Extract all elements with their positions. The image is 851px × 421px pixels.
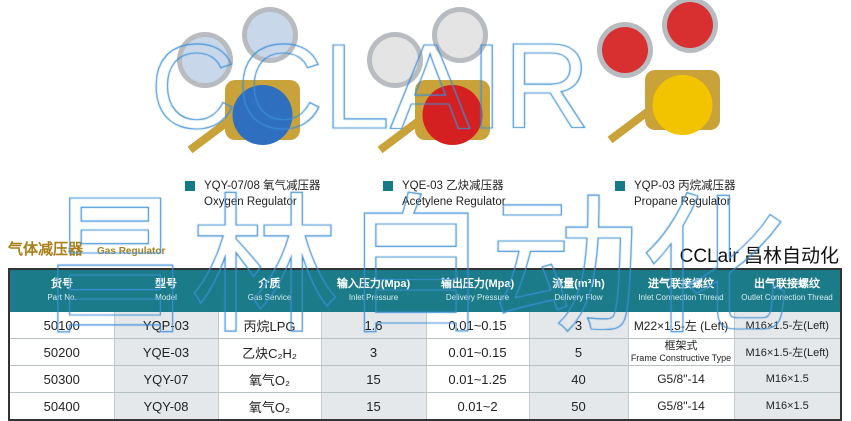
bullet-icon (185, 181, 195, 191)
column-header: 进气联接螺纹 Inlet Connection Thread (628, 269, 734, 312)
column-header: 货号 Part No. (9, 269, 114, 312)
table-cell: YQE-03 (114, 338, 219, 366)
table-cell: M16×1.5-左(Left) (734, 312, 842, 339)
regulator-knob (422, 85, 483, 145)
column-header: 输出压力(Mpa) Delivery Pressure (426, 269, 529, 312)
table-row: 50200 YQE-03 乙炔C₂H₂ 3 0.01~0.15 5 框架式 Frame Con… (9, 338, 842, 366)
table-row: 50300 YQY-07 氧气O₂ 15 0.01~1.25 40 G5/8"-14 M16×… (9, 365, 842, 393)
table-cell: YQY-08 (114, 392, 219, 421)
gauge-face (667, 2, 713, 48)
gauge-face (372, 37, 418, 83)
table-cell: 1.6 (321, 312, 427, 339)
table-cell: 50200 (9, 338, 115, 366)
table-cell: 15 (321, 392, 427, 421)
column-header: 型号 Model (114, 269, 218, 312)
inlet-fitting (607, 106, 653, 144)
table-cell: 0.01~1.25 (426, 365, 530, 393)
table-cell: 50400 (9, 392, 115, 421)
gauge-face (437, 12, 483, 58)
caption-propane: YQP-03 丙烷减压器 Propane Regulator (615, 178, 736, 210)
bullet-icon (383, 181, 393, 191)
caption-oxygen: YQY-07/08 氧气减压器 Oxygen Regulator (185, 178, 321, 210)
table-cell: G5/8"-14 (628, 392, 735, 421)
gauge-face (602, 27, 648, 73)
table-cell: 框架式 Frame Constructive Type (628, 338, 735, 366)
table-cell: 3 (321, 338, 427, 366)
column-header: 输入压力(Mpa) Inlet Pressure (321, 269, 426, 312)
table-cell: M16×1.5 (734, 365, 842, 393)
table-cell: 氧气O₂ (218, 392, 322, 421)
table-cell: M22×1.5-左 (Left) (628, 312, 735, 339)
table-cell: 氧气O₂ (218, 365, 322, 393)
table-cell: YQY-07 (114, 365, 219, 393)
table-cell: M16×1.5-左(Left) (734, 338, 842, 366)
table-header: 货号 Part No. 型号 Model 介质 Gas Service 输入压力(Mpa) I… (9, 269, 841, 312)
inlet-fitting (187, 116, 233, 154)
table-cell: M16×1.5 (734, 392, 842, 421)
bullet-icon (615, 181, 625, 191)
table-cell: 50 (529, 392, 629, 421)
regulator-images (177, 0, 720, 154)
table-cell: 50100 (9, 312, 115, 339)
table-cell: 乙炔C₂H₂ (218, 338, 322, 366)
table-cell: 50300 (9, 365, 115, 393)
table-row: 50100 YQP-03 丙烷LPG 1.6 0.01~0.15 3 M22×1.5-左 (… (9, 312, 842, 339)
column-header: 介质 Gas Service (218, 269, 321, 312)
table-cell: 5 (529, 338, 629, 366)
caption-acetylene: YQE-03 乙炔减压器 Acetylene Regulator (383, 178, 506, 210)
table-cell: 40 (529, 365, 629, 393)
gauge-face (182, 37, 228, 83)
table-cell: 0.01~2 (426, 392, 530, 421)
table-cell: G5/8"-14 (628, 365, 735, 393)
table-cell: 15 (321, 365, 427, 393)
section-title: 气体减压器 Gas Regulator (8, 241, 166, 258)
gauge-face (247, 12, 293, 58)
table-cell: 丙烷LPG (218, 312, 322, 339)
watermark-footer: CCLair 昌林自动化 (679, 246, 839, 267)
table-cell: 3 (529, 312, 629, 339)
table-cell: 0.01~0.15 (426, 338, 530, 366)
column-header: 流量(m³/h) Delivery Flow (529, 269, 628, 312)
spec-table: 货号 Part No. 型号 Model 介质 Gas Service 输入压力(Mpa) I… (8, 268, 842, 421)
table-cell: YQP-03 (114, 312, 219, 339)
table-cell: 0.01~0.15 (426, 312, 530, 339)
column-header: 出气联接螺纹 Outlet Connection Thread (734, 269, 841, 312)
inlet-fitting (377, 116, 423, 154)
regulator-knob (232, 85, 293, 145)
regulator-knob (652, 75, 713, 135)
table-row: 50400 YQY-08 氧气O₂ 15 0.01~2 50 G5/8"-14 M16×1.5 (9, 392, 842, 421)
